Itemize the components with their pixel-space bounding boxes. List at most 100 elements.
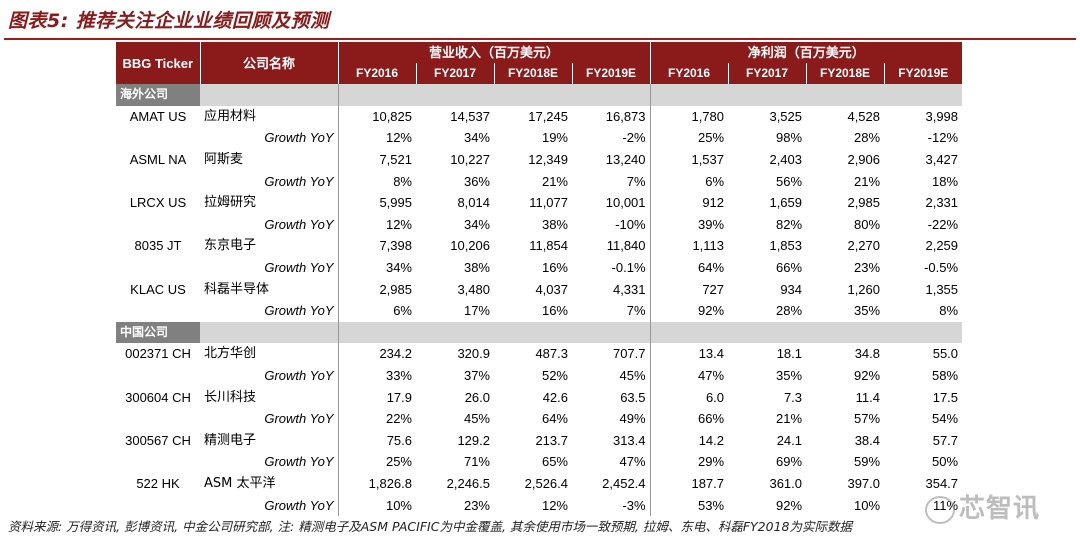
financials-table: BBG Ticker 公司名称 营业收入（百万美元） 净利润（百万美元） FY2…	[116, 42, 963, 516]
header-ticker: BBG Ticker	[116, 42, 200, 84]
revenue-growth-cell: 12%	[541, 497, 568, 513]
profit-cell: 934	[780, 281, 803, 297]
growth-row: Growth YoY 10% 23% 12% -3% 53% 92% 10% 11%	[116, 494, 962, 516]
company-row: 300604 CH 长川科技 17.9 26.0 42.6 63.5 6.0 7.3 11.4 1…	[116, 386, 962, 408]
revenue-growth-cell: -10%	[615, 216, 646, 232]
profit-growth-cell: 25%	[649, 127, 729, 149]
header-profit-year: FY2016	[649, 63, 729, 84]
company-name-cell: 北方华创	[204, 346, 257, 362]
growth-row: Growth YoY 33% 37% 52% 45% 47% 35% 92% 58%	[116, 364, 962, 387]
growth-label: Growth YoY	[264, 497, 334, 513]
header-net-profit: 净利润（百万美元）	[649, 42, 963, 63]
revenue-cell: 3,480	[457, 281, 490, 297]
ticker-cell: ASML NA	[129, 152, 187, 168]
revenue-cell: 11,854	[529, 238, 568, 254]
header-revenue-year: FY2019E	[571, 63, 651, 84]
revenue-cell: 12,349	[528, 152, 568, 168]
revenue-growth-cell: 36%	[463, 173, 490, 189]
company-name-cell: 阿斯麦	[204, 152, 244, 168]
revenue-growth-cell: 64%	[541, 411, 568, 427]
header-profit-year: FY2019E	[883, 63, 963, 84]
header-company: 公司名称	[199, 42, 338, 84]
profit-cell: 13.4	[649, 343, 729, 365]
profit-cell: 7.3	[783, 389, 803, 405]
header-profit-year: FY2018E	[805, 63, 885, 84]
revenue-growth-cell: 33%	[337, 364, 416, 387]
profit-cell: 11.4	[855, 389, 881, 405]
revenue-growth-cell: 65%	[541, 454, 568, 470]
section-fill	[649, 321, 963, 344]
revenue-growth-cell: 17%	[463, 303, 490, 319]
profit-cell: 2,331	[925, 195, 959, 211]
profit-growth-cell: 6%	[649, 170, 729, 192]
revenue-cell: 234.2	[337, 343, 416, 365]
growth-row: Growth YoY 34% 38% 16% -0.1% 64% 66% 23% -0.5%	[116, 256, 962, 279]
growth-spacer	[116, 408, 200, 430]
profit-cell: 14.2	[649, 429, 729, 452]
profit-cell: 1,780	[649, 105, 729, 128]
revenue-cell: 313.4	[612, 432, 646, 448]
revenue-cell: 213.7	[535, 432, 568, 448]
profit-growth-cell: 28%	[775, 303, 803, 319]
growth-spacer	[116, 214, 200, 236]
profit-cell: 2,403	[769, 152, 803, 168]
revenue-growth-cell: 71%	[463, 454, 490, 470]
revenue-growth-cell: 38%	[463, 260, 490, 276]
revenue-cell: 487.3	[535, 346, 568, 362]
revenue-cell: 2,246.5	[446, 475, 490, 491]
revenue-cell: 2,526.4	[524, 475, 568, 491]
profit-cell: 2,985	[847, 195, 881, 211]
growth-label: Growth YoY	[264, 411, 334, 427]
profit-growth-cell: 53%	[649, 494, 729, 516]
profit-growth-cell: 80%	[853, 216, 881, 232]
profit-growth-cell: 23%	[853, 260, 881, 276]
profit-cell: 3,427	[925, 152, 959, 168]
revenue-cell: 17.9	[337, 386, 416, 408]
revenue-cell: 7,398	[337, 235, 416, 257]
growth-label: Growth YoY	[264, 216, 334, 232]
profit-cell: 2,259	[925, 238, 959, 254]
revenue-cell: 42.6	[542, 389, 568, 405]
profit-growth-cell: 10%	[853, 497, 881, 513]
revenue-growth-cell: 7%	[626, 303, 646, 319]
company-row: 522 HK ASM 太平洋 1,826.8 2,246.5 2,526.4 2,452.…	[116, 472, 962, 495]
profit-growth-cell: 92%	[649, 299, 729, 322]
profit-cell: 1,537	[649, 148, 729, 171]
revenue-cell: 4,037	[535, 281, 568, 297]
revenue-cell: 707.7	[612, 346, 646, 362]
profit-cell: 17.5	[932, 389, 959, 405]
profit-growth-cell: 64%	[649, 256, 729, 279]
profit-growth-cell: 28%	[853, 130, 881, 146]
title-underline	[4, 38, 1076, 40]
profit-cell: 38.4	[854, 432, 881, 448]
profit-cell: 18.1	[776, 346, 803, 362]
ticker-cell: 522 HK	[136, 475, 180, 491]
revenue-growth-cell: 47%	[619, 454, 646, 470]
section-fill	[337, 321, 651, 344]
company-row: 8035 JT 东京电子 7,398 10,206 11,854 11,840 1,113 1…	[116, 235, 962, 257]
revenue-cell: 4,331	[612, 281, 646, 297]
revenue-growth-cell: 8%	[337, 170, 416, 192]
revenue-cell: 7,521	[337, 148, 416, 171]
profit-cell: 55.0	[932, 346, 959, 362]
revenue-growth-cell: 23%	[463, 497, 490, 513]
revenue-growth-cell: -0.1%	[611, 260, 646, 276]
revenue-growth-cell: -2%	[622, 130, 646, 146]
profit-cell: 24.1	[776, 432, 803, 448]
profit-cell: 1,659	[769, 195, 803, 211]
growth-spacer	[116, 451, 200, 473]
company-row: AMAT US 应用材料 10,825 14,537 17,245 16,873 1,780…	[116, 105, 962, 128]
profit-growth-cell: -22%	[927, 216, 959, 232]
profit-growth-cell: 29%	[649, 451, 729, 473]
growth-spacer	[116, 257, 200, 279]
revenue-growth-cell: 22%	[337, 407, 416, 430]
revenue-cell: 10,825	[337, 105, 416, 128]
growth-label: Growth YoY	[264, 454, 334, 470]
growth-label: Growth YoY	[264, 368, 334, 384]
revenue-growth-cell: 38%	[541, 216, 568, 232]
revenue-cell: 11,840	[606, 238, 646, 254]
revenue-growth-cell: 45%	[619, 368, 646, 384]
revenue-cell: 17,245	[528, 108, 568, 124]
wechat-icon	[925, 495, 955, 524]
growth-spacer	[116, 300, 200, 322]
